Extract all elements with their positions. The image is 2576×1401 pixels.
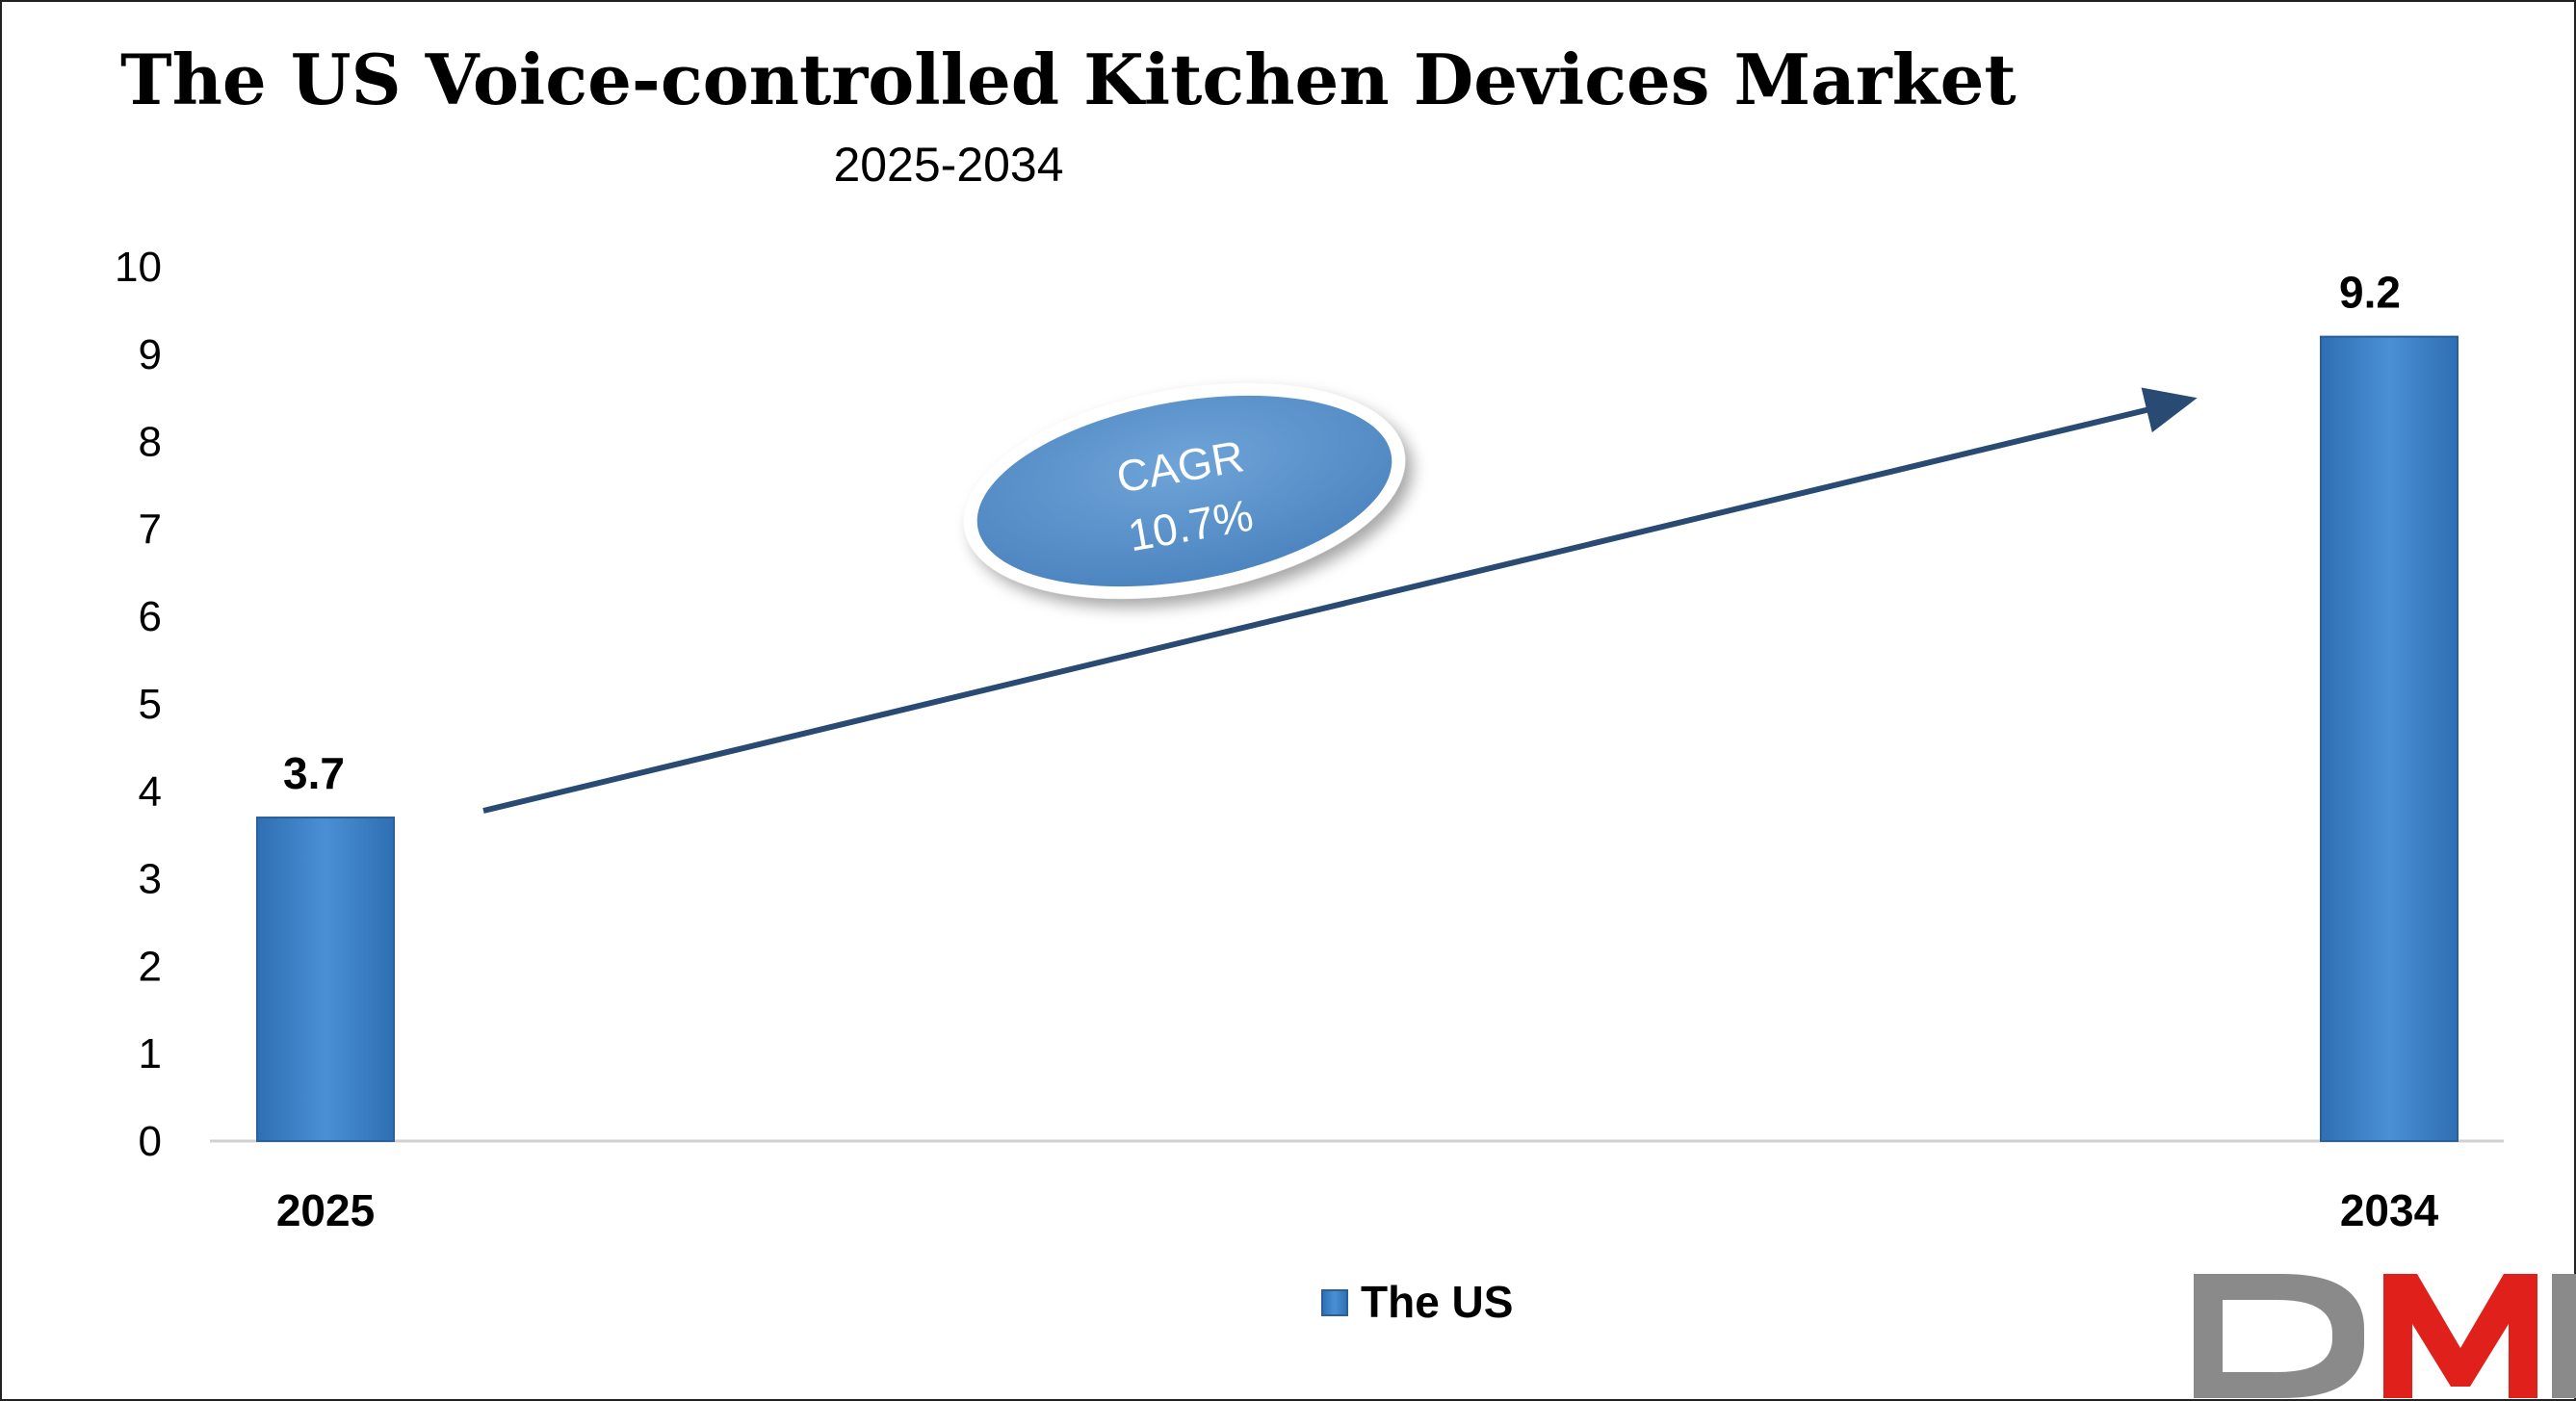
y-tick-label: 9 <box>139 331 162 378</box>
logo-letter-m <box>2383 1274 2537 1398</box>
bar-2034 <box>2320 335 2459 1142</box>
dmr-logo <box>2194 1274 2576 1398</box>
x-tick-label-2034: 2034 <box>2340 1185 2439 1235</box>
cagr-badge: CAGR 10.7% <box>963 383 1406 599</box>
y-tick-label: 0 <box>139 1118 162 1165</box>
chart-subtitle: 2025-2034 <box>833 138 1063 192</box>
y-tick-label: 6 <box>139 593 162 640</box>
data-labels-group: 3.7 9.2 <box>283 268 2401 798</box>
logo-letter-r <box>2552 1274 2576 1398</box>
y-tick-label: 3 <box>139 856 162 903</box>
y-tick-label: 5 <box>139 681 162 728</box>
bars-group <box>256 335 2459 1142</box>
chart-title: The US Voice-controlled Kitchen Devices … <box>120 39 2017 120</box>
y-tick-label: 2 <box>139 943 162 990</box>
data-label-2025: 3.7 <box>283 748 345 798</box>
y-tick-label: 10 <box>115 244 162 291</box>
x-tick-label-2025: 2025 <box>276 1185 375 1235</box>
logo-letter-d <box>2194 1274 2364 1398</box>
bar-2025 <box>256 817 395 1142</box>
legend-swatch <box>1321 1289 1348 1316</box>
y-tick-label: 4 <box>139 768 162 816</box>
data-label-2034: 9.2 <box>2339 268 2401 318</box>
x-axis-ticks: 2025 2034 <box>276 1185 2439 1235</box>
growth-arrow <box>482 387 2198 814</box>
legend-label: The US <box>1361 1277 1513 1327</box>
cagr-ellipse <box>976 395 1392 587</box>
y-tick-label: 8 <box>139 419 162 466</box>
y-tick-label: 7 <box>139 506 162 553</box>
y-axis-ticks: 0 1 2 3 4 5 6 7 8 9 10 <box>115 244 162 1165</box>
legend: The US <box>1321 1277 1513 1327</box>
y-tick-label: 1 <box>139 1030 162 1077</box>
